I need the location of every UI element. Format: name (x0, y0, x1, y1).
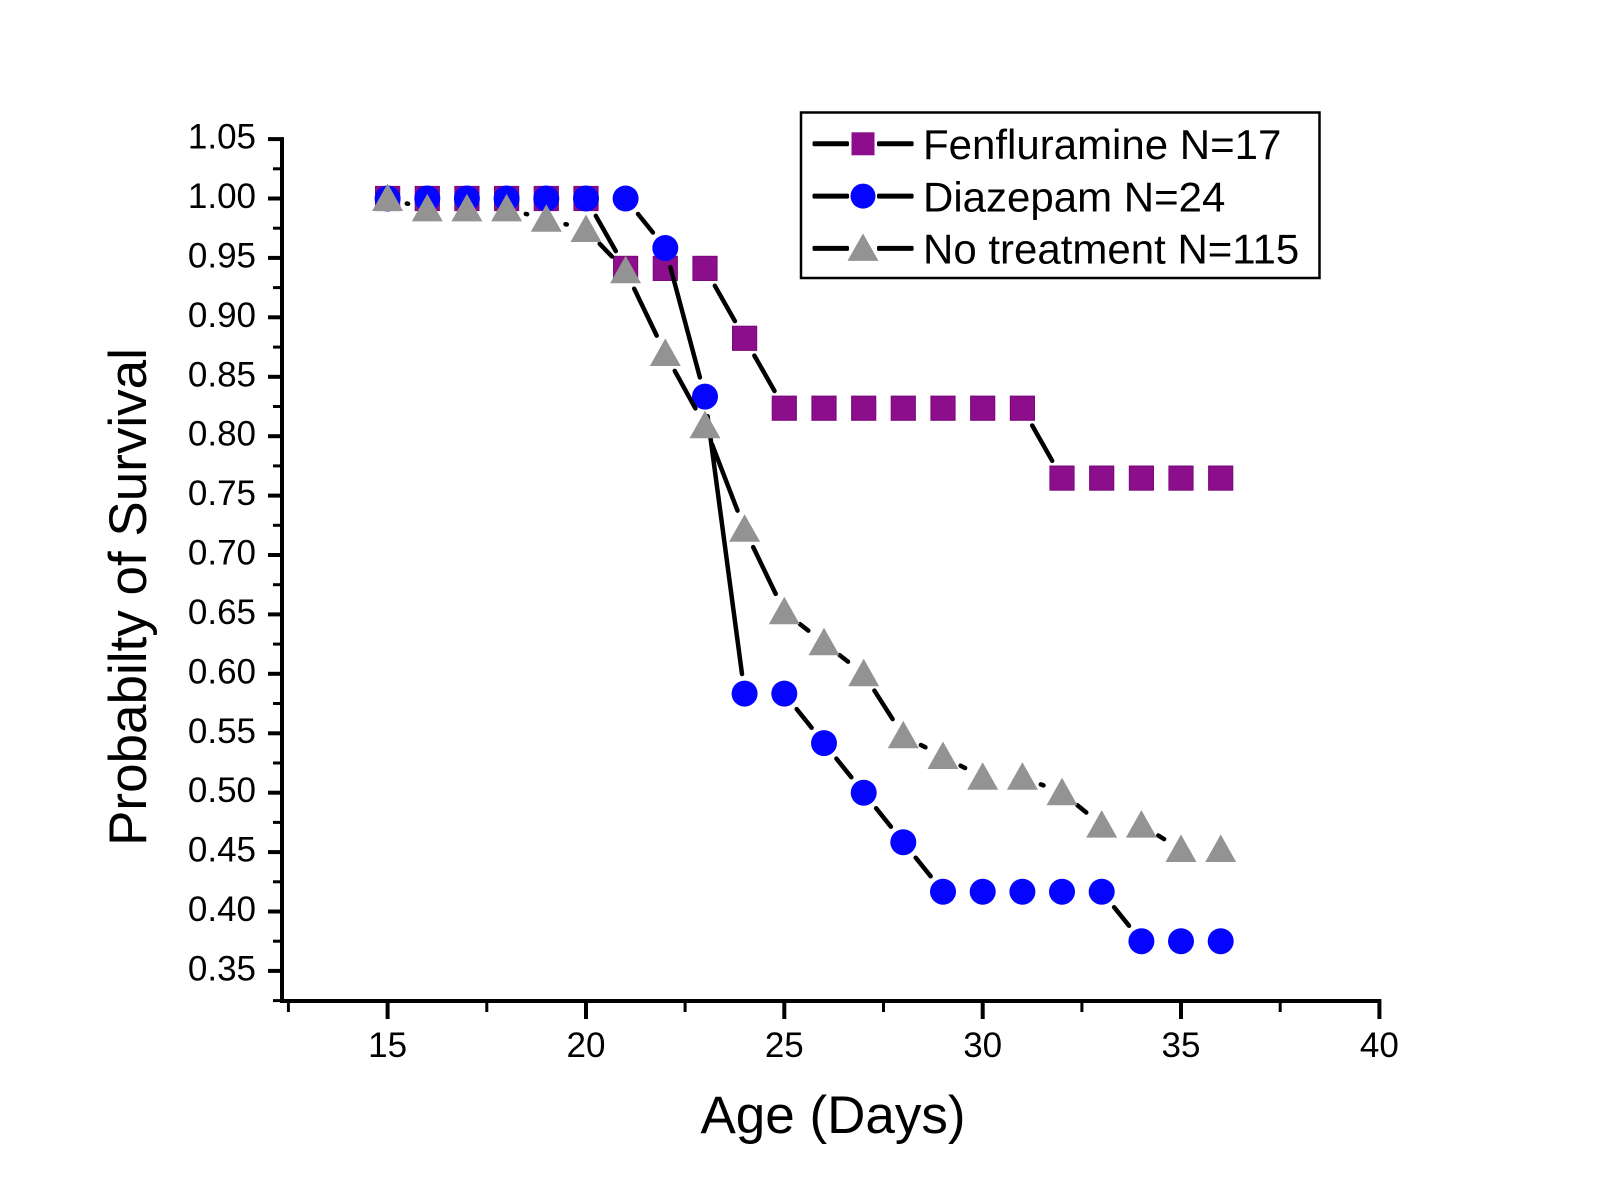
svg-text:30: 30 (963, 1026, 1002, 1065)
svg-text:0.65: 0.65 (188, 593, 256, 632)
svg-text:0.35: 0.35 (188, 949, 256, 988)
svg-text:35: 35 (1162, 1026, 1201, 1065)
svg-text:0.45: 0.45 (188, 831, 256, 870)
svg-text:Probabilty of Survival: Probabilty of Survival (99, 348, 158, 846)
svg-text:Fenfluramine N=17: Fenfluramine N=17 (923, 121, 1281, 168)
svg-text:0.90: 0.90 (188, 296, 256, 335)
svg-text:1.05: 1.05 (188, 118, 256, 157)
svg-text:20: 20 (567, 1026, 606, 1065)
svg-text:0.75: 0.75 (188, 474, 256, 513)
svg-text:0.60: 0.60 (188, 652, 256, 691)
svg-text:15: 15 (368, 1026, 407, 1065)
svg-text:0.85: 0.85 (188, 355, 256, 394)
svg-text:1.00: 1.00 (188, 177, 256, 216)
svg-text:40: 40 (1360, 1026, 1399, 1065)
svg-text:No treatment N=115: No treatment N=115 (923, 226, 1299, 273)
svg-text:Diazepam N=24: Diazepam N=24 (923, 173, 1225, 220)
svg-text:0.80: 0.80 (188, 415, 256, 454)
svg-text:Age (Days): Age (Days) (700, 1086, 965, 1145)
svg-text:0.55: 0.55 (188, 712, 256, 751)
svg-text:25: 25 (765, 1026, 804, 1065)
svg-text:0.95: 0.95 (188, 236, 256, 275)
svg-text:0.40: 0.40 (188, 890, 256, 929)
svg-text:0.70: 0.70 (188, 534, 256, 573)
svg-text:0.50: 0.50 (188, 771, 256, 810)
